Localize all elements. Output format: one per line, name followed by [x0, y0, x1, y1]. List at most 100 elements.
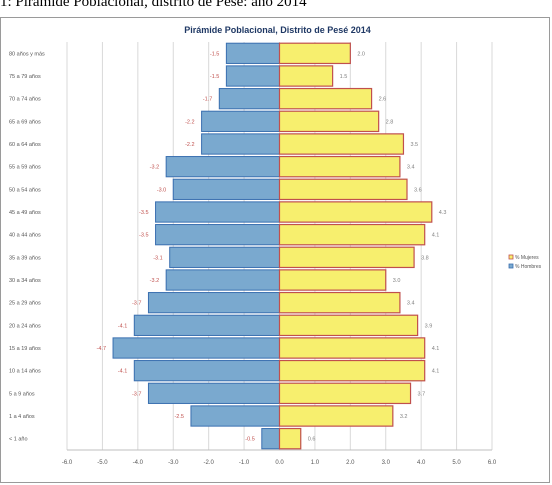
data-label-hombres: -4.1 — [118, 323, 127, 329]
bar-mujeres — [278, 201, 433, 223]
data-label-hombres: -3.5 — [139, 233, 148, 239]
data-label-mujeres: 3.4 — [407, 165, 415, 171]
category-label: 75 a 79 años — [9, 74, 41, 80]
bar-hombres — [155, 224, 281, 246]
x-tick-label: -5.0 — [97, 460, 108, 466]
bar-hombres — [133, 360, 280, 382]
bar-mujeres — [278, 42, 351, 65]
bar-hombres — [112, 337, 280, 359]
bar-hombres — [172, 178, 280, 200]
bar-hombres — [201, 133, 280, 155]
category-label: 35 a 39 años — [9, 255, 41, 261]
category-label: 55 a 59 años — [9, 165, 41, 171]
data-label-hombres: -3.5 — [139, 210, 148, 216]
bar-mujeres — [278, 65, 334, 87]
data-label-hombres: -2.5 — [174, 414, 183, 420]
bar-hombres — [147, 382, 280, 404]
bar-hombres — [261, 428, 280, 450]
bar-mujeres — [278, 337, 426, 359]
bar-mujeres — [278, 155, 401, 178]
data-label-mujeres: 3.0 — [393, 278, 401, 284]
x-tick-label: 3.0 — [382, 460, 391, 466]
x-tick-label: 6.0 — [488, 460, 497, 466]
bar-hombres — [218, 88, 281, 110]
data-label-mujeres: 2.0 — [357, 51, 365, 57]
legend-swatch-mujeres — [508, 254, 514, 260]
category-label: 60 a 64 años — [9, 142, 41, 148]
data-label-hombres: -1.7 — [203, 97, 212, 103]
category-label: 5 a 9 años — [9, 391, 35, 397]
data-label-mujeres: 1.5 — [340, 74, 348, 80]
bar-mujeres — [278, 178, 408, 201]
bar-hombres — [169, 246, 280, 268]
x-tick-label: -3.0 — [168, 460, 179, 466]
data-label-mujeres: 3.6 — [414, 187, 422, 193]
data-label-mujeres: 4.1 — [432, 233, 440, 239]
bar-mujeres — [278, 359, 426, 382]
category-label: 25 a 29 años — [9, 301, 41, 307]
legend-label-mujeres: % Mujeres — [515, 255, 539, 261]
chart-frame: Pirámide Poblacional, Distrito de Pesé 2… — [0, 17, 550, 483]
data-label-mujeres: 3.5 — [410, 142, 418, 148]
legend-swatch-hombres — [508, 263, 514, 269]
x-tick-label: -6.0 — [62, 460, 73, 466]
bar-mujeres — [278, 314, 419, 337]
bar-mujeres — [278, 110, 380, 133]
data-label-mujeres: 2.6 — [379, 97, 387, 103]
data-label-mujeres: 3.9 — [425, 323, 433, 329]
data-label-mujeres: 4.1 — [432, 346, 440, 352]
bar-hombres — [155, 201, 281, 223]
bar-mujeres — [278, 382, 412, 405]
data-label-mujeres: 0.6 — [308, 437, 316, 443]
category-label: 15 a 19 años — [9, 346, 41, 352]
category-label: 20 a 24 años — [9, 323, 41, 329]
x-tick-label: 5.0 — [452, 460, 461, 466]
x-tick-label: 4.0 — [417, 460, 426, 466]
category-label: 70 a 74 años — [9, 97, 41, 103]
x-tick-label: 2.0 — [346, 460, 355, 466]
data-label-hombres: -1.5 — [210, 51, 219, 57]
data-label-hombres: -0.5 — [245, 437, 254, 443]
bar-mujeres — [278, 269, 387, 291]
category-label: 50 a 54 años — [9, 187, 41, 193]
category-label: 10 a 14 años — [9, 369, 41, 375]
data-label-hombres: -2.2 — [185, 119, 194, 125]
category-label: 80 años y más — [9, 51, 45, 57]
category-label: 1 a 4 años — [9, 414, 35, 420]
bar-hombres — [165, 269, 281, 291]
page-caption: 1: Pirámide Poblacional, distrito de Pes… — [0, 0, 307, 10]
data-label-hombres: -3.2 — [150, 278, 159, 284]
data-label-hombres: -3.7 — [132, 301, 141, 307]
bar-mujeres — [278, 133, 405, 155]
data-label-mujeres: 3.2 — [400, 414, 408, 420]
data-label-hombres: -3.0 — [157, 187, 166, 193]
bar-hombres — [225, 65, 280, 87]
data-label-hombres: -4.1 — [118, 369, 127, 375]
x-tick-label: 0.0 — [275, 460, 284, 466]
data-label-mujeres: 4.3 — [439, 210, 447, 216]
bar-hombres — [190, 405, 280, 427]
population-pyramid-chart: Pirámide Poblacional, Distrito de Pesé 2… — [9, 25, 542, 466]
bar-mujeres — [278, 246, 415, 269]
bar-mujeres — [278, 427, 302, 450]
chart-title: Pirámide Poblacional, Distrito de Pesé 2… — [184, 25, 371, 35]
bar-mujeres — [278, 405, 394, 427]
bar-hombres — [165, 156, 281, 178]
data-label-mujeres: 3.7 — [418, 391, 426, 397]
data-label-hombres: -2.2 — [185, 142, 194, 148]
category-label: < 1 año — [9, 437, 28, 443]
data-label-hombres: -3.2 — [150, 165, 159, 171]
data-label-hombres: -3.1 — [153, 255, 162, 261]
bar-hombres — [225, 42, 280, 64]
data-label-hombres: -1.5 — [210, 74, 219, 80]
data-label-hombres: -4.7 — [97, 346, 106, 352]
bar-hombres — [147, 292, 280, 314]
category-label: 45 a 49 años — [9, 210, 41, 216]
bar-hombres — [201, 110, 280, 132]
category-label: 30 a 34 años — [9, 278, 41, 284]
data-label-hombres: -3.7 — [132, 391, 141, 397]
x-tick-label: -1.0 — [239, 460, 250, 466]
x-tick-label: -4.0 — [133, 460, 144, 466]
bar-mujeres — [278, 291, 401, 314]
bar-mujeres — [278, 223, 426, 246]
